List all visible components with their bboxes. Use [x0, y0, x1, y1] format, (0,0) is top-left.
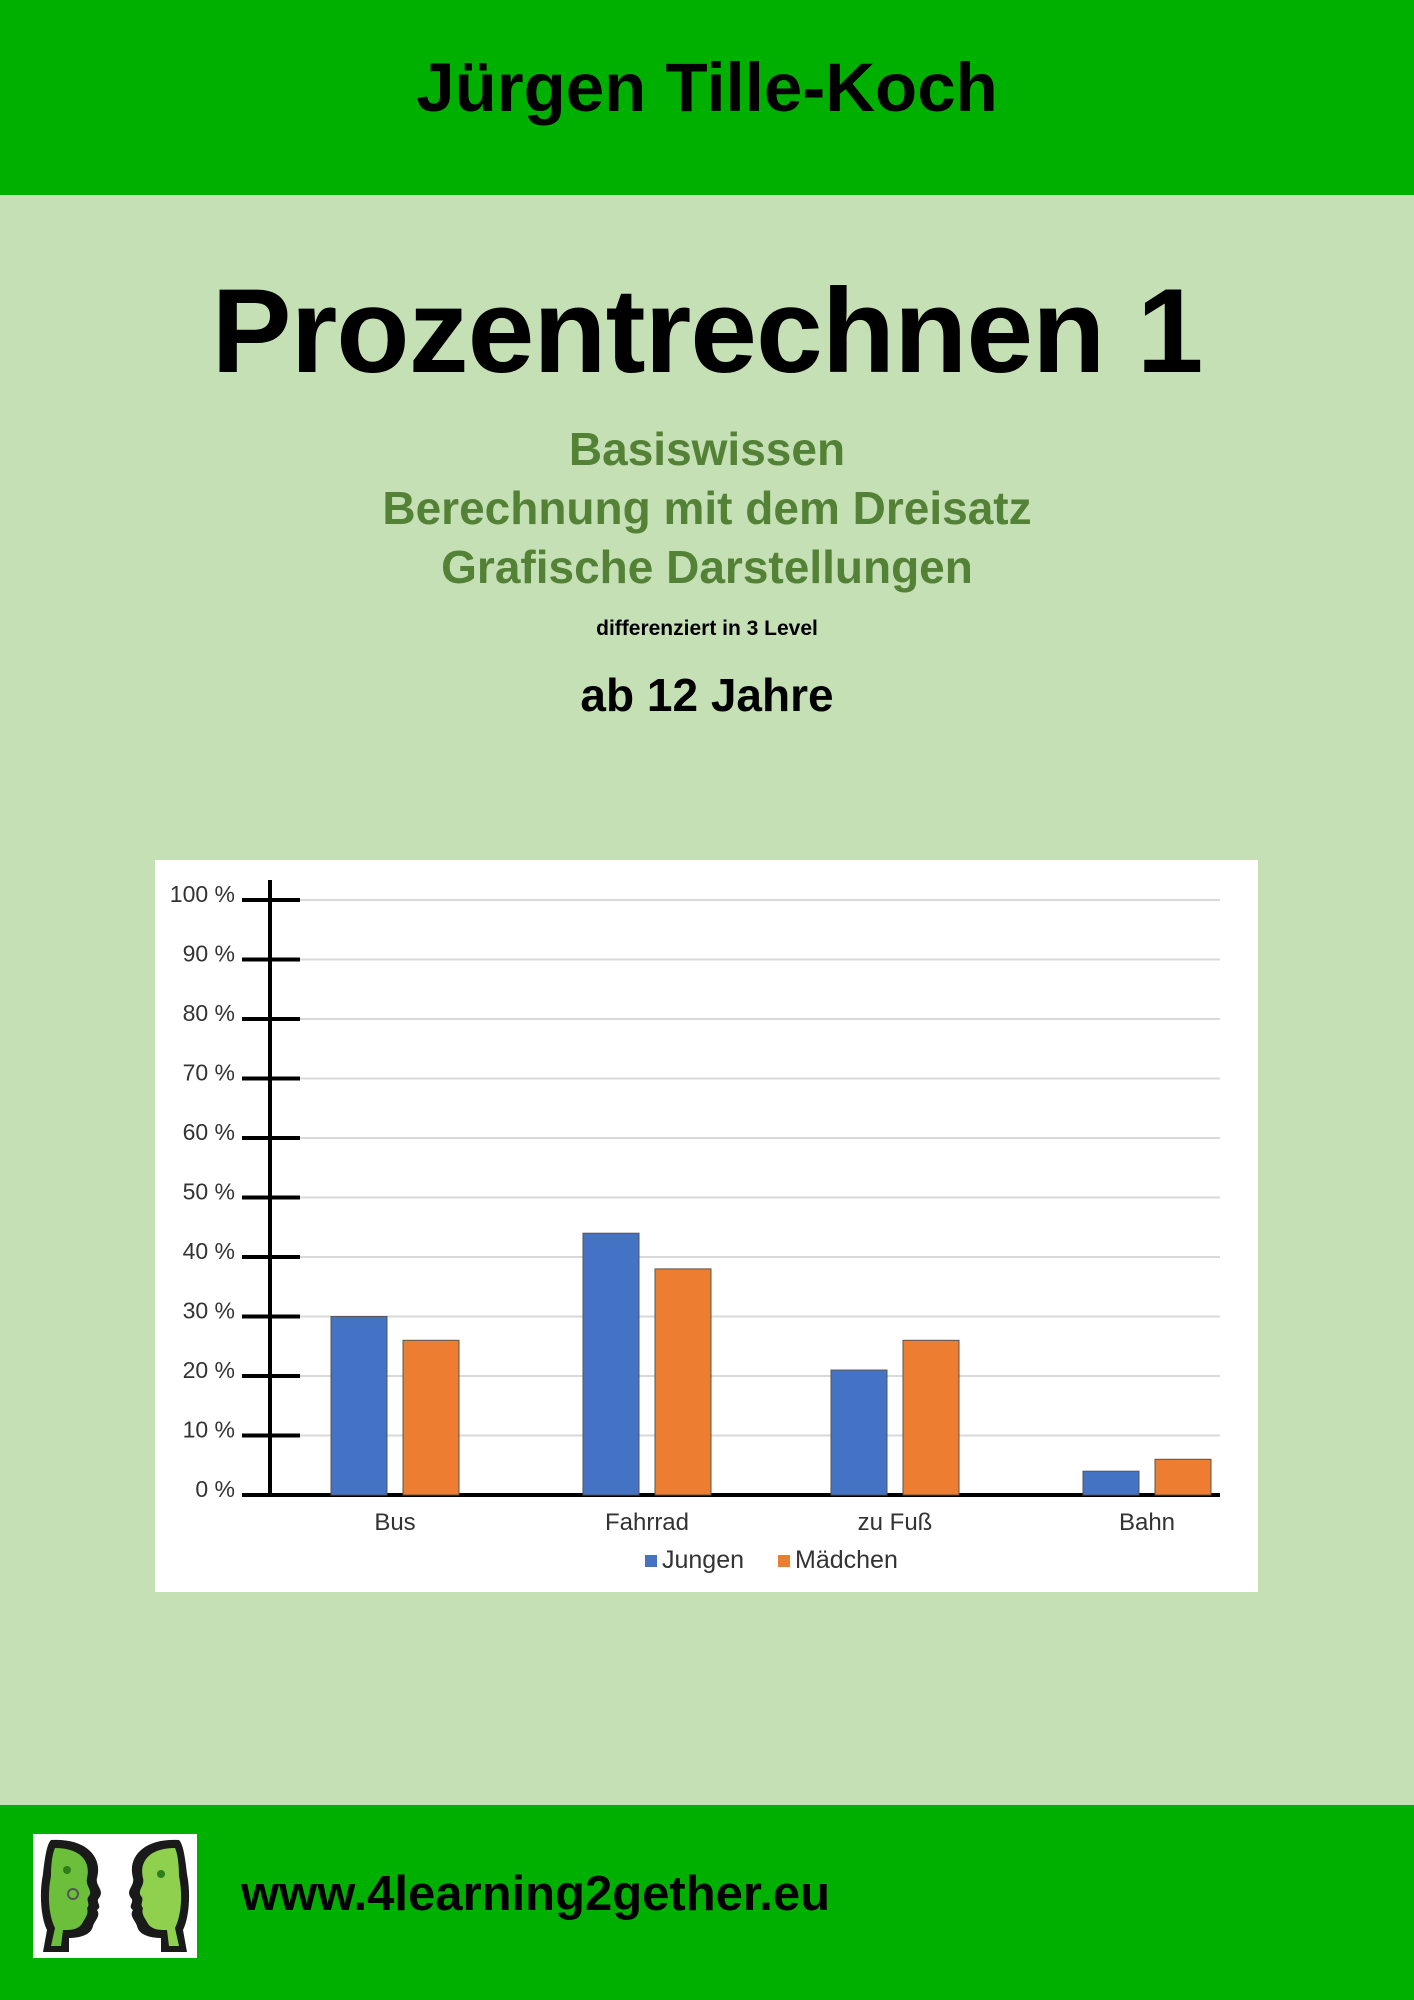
y-tick-label: 10 % — [183, 1417, 235, 1443]
x-category-label: Fahrrad — [605, 1509, 689, 1536]
y-tick-label: 30 % — [183, 1298, 235, 1324]
legend-swatch — [645, 1555, 657, 1567]
level-note: differenziert in 3 Level — [596, 617, 818, 640]
website-link[interactable]: www.4learning2gether.eu — [241, 1867, 831, 1921]
y-tick-label: 20 % — [183, 1357, 235, 1383]
bar-maedchen — [1154, 1458, 1212, 1496]
footer-band — [0, 1805, 1414, 2000]
y-tick-label: 70 % — [183, 1060, 235, 1086]
legend-label: Mädchen — [795, 1546, 898, 1574]
bar-jungen — [330, 1316, 388, 1496]
y-tick-label: 50 % — [183, 1179, 235, 1205]
y-tick-label: 0 % — [195, 1476, 235, 1502]
y-tick-label: 80 % — [183, 1000, 235, 1026]
y-tick-label: 40 % — [183, 1238, 235, 1264]
bar-maedchen — [654, 1268, 712, 1496]
y-tick-label: 90 % — [183, 941, 235, 967]
header-band — [0, 0, 1414, 195]
bar-maedchen — [402, 1339, 460, 1496]
bar-jungen — [830, 1369, 888, 1496]
subtitle-graphics: Grafische Darstellungen — [441, 541, 973, 593]
two-faces-logo-icon — [33, 1834, 197, 1958]
y-tick-label: 60 % — [183, 1119, 235, 1145]
bar-maedchen — [902, 1339, 960, 1496]
x-category-label: Bahn — [1119, 1509, 1175, 1536]
bar-jungen — [1082, 1470, 1140, 1496]
book-title: Prozentrechnen 1 — [211, 264, 1204, 398]
y-tick-label: 100 % — [170, 881, 235, 907]
x-category-label: Bus — [374, 1509, 415, 1536]
legend-label: Jungen — [662, 1546, 744, 1574]
legend-swatch — [778, 1555, 790, 1567]
subtitle-basics: Basiswissen — [568, 423, 846, 475]
bar-chart-svg: 0 % 10 % 20 % 30 % 40 % 50 % 60 % 70 % 80 % 90 % 1… — [170, 880, 1220, 1574]
age-note: ab 12 Jahre — [580, 669, 834, 721]
bar-jungen — [582, 1232, 640, 1496]
bar-chart: 0 % 10 % 20 % 30 % 40 % 50 % 60 % 70 % 80 % 90 % 1… — [155, 860, 1258, 1592]
author-name: Jürgen Tille-Koch — [416, 49, 998, 126]
x-category-label: zu Fuß — [858, 1509, 933, 1536]
subtitle-rule-of-three: Berechnung mit dem Dreisatz — [382, 482, 1032, 534]
